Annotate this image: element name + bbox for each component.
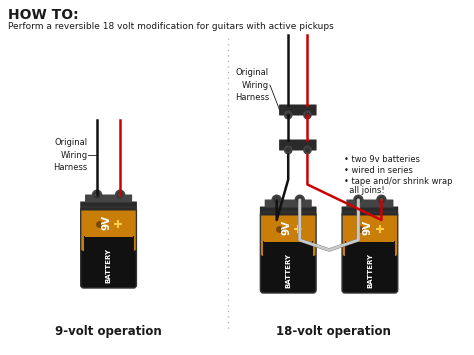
Circle shape xyxy=(380,198,383,202)
Text: 18-volt operation: 18-volt operation xyxy=(276,325,392,338)
Circle shape xyxy=(296,197,303,203)
Text: Original
Wiring
Harness: Original Wiring Harness xyxy=(235,68,269,102)
Text: BATTERY: BATTERY xyxy=(367,253,373,288)
Circle shape xyxy=(378,197,385,203)
FancyBboxPatch shape xyxy=(279,140,317,151)
Text: Perform a reversible 18 volt modification for guitars with active pickups: Perform a reversible 18 volt modificatio… xyxy=(8,22,333,31)
FancyBboxPatch shape xyxy=(260,245,316,293)
FancyBboxPatch shape xyxy=(264,200,312,208)
Bar xyxy=(263,241,313,290)
Text: 9V: 9V xyxy=(363,220,373,235)
Bar xyxy=(83,210,134,238)
Text: • two 9v batteries: • two 9v batteries xyxy=(344,155,420,164)
FancyBboxPatch shape xyxy=(80,202,137,211)
Bar xyxy=(263,243,313,248)
Circle shape xyxy=(117,191,123,198)
Text: 9V: 9V xyxy=(101,215,112,230)
Bar xyxy=(84,211,133,237)
Circle shape xyxy=(356,198,360,202)
FancyBboxPatch shape xyxy=(85,195,132,202)
Circle shape xyxy=(272,195,282,206)
Bar xyxy=(345,243,395,248)
FancyBboxPatch shape xyxy=(342,207,398,215)
Circle shape xyxy=(294,195,305,206)
Circle shape xyxy=(273,197,280,203)
Circle shape xyxy=(376,195,387,206)
FancyBboxPatch shape xyxy=(342,245,398,293)
Circle shape xyxy=(305,147,310,153)
Circle shape xyxy=(284,110,292,120)
Bar xyxy=(345,215,395,243)
Circle shape xyxy=(286,113,291,118)
Text: 9-volt operation: 9-volt operation xyxy=(55,325,162,338)
FancyBboxPatch shape xyxy=(346,200,393,208)
Circle shape xyxy=(303,146,312,154)
Text: all joins!: all joins! xyxy=(344,186,384,195)
Bar xyxy=(263,215,313,243)
Bar xyxy=(345,241,395,290)
Circle shape xyxy=(284,146,292,154)
Text: Original
Wiring
Harness: Original Wiring Harness xyxy=(53,138,87,172)
Circle shape xyxy=(94,191,100,198)
Text: BATTERY: BATTERY xyxy=(285,253,291,288)
Circle shape xyxy=(298,198,301,202)
Circle shape xyxy=(353,195,364,206)
Circle shape xyxy=(355,197,362,203)
Circle shape xyxy=(303,110,312,120)
FancyBboxPatch shape xyxy=(279,104,317,115)
Bar xyxy=(264,216,312,242)
FancyBboxPatch shape xyxy=(81,240,137,288)
Circle shape xyxy=(286,147,291,153)
Text: HOW TO:: HOW TO: xyxy=(8,8,78,22)
Text: • wired in series: • wired in series xyxy=(344,166,413,175)
Circle shape xyxy=(115,190,126,201)
Text: 9V: 9V xyxy=(281,220,292,235)
FancyBboxPatch shape xyxy=(260,207,317,215)
FancyBboxPatch shape xyxy=(342,212,398,256)
Circle shape xyxy=(92,190,102,201)
Bar xyxy=(83,236,134,285)
FancyBboxPatch shape xyxy=(81,207,137,251)
Circle shape xyxy=(275,198,278,202)
Circle shape xyxy=(118,193,122,197)
Bar xyxy=(83,238,134,243)
Text: • tape and/or shrink wrap: • tape and/or shrink wrap xyxy=(344,177,453,186)
Text: BATTERY: BATTERY xyxy=(106,248,111,283)
Circle shape xyxy=(305,113,310,118)
Circle shape xyxy=(95,193,99,197)
Bar xyxy=(346,216,394,242)
FancyBboxPatch shape xyxy=(260,212,316,256)
